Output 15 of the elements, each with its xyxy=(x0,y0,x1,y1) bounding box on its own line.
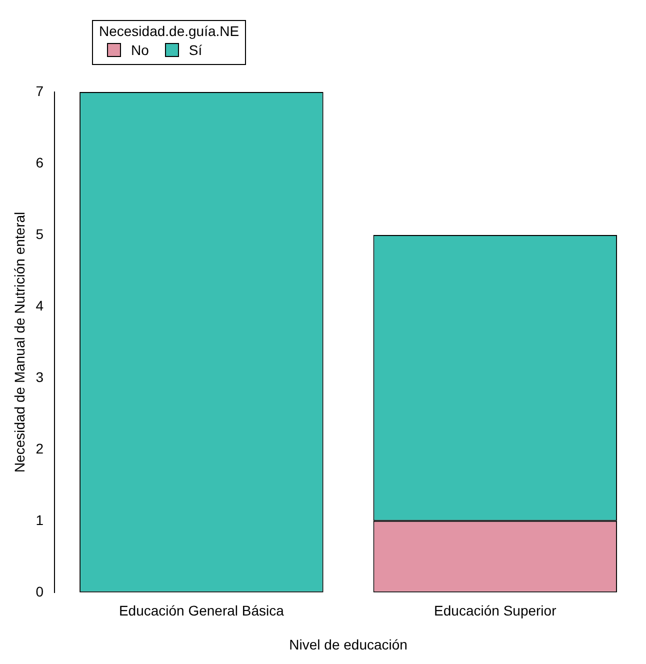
y-tick-label: 5 xyxy=(36,226,44,242)
y-tick-label: 2 xyxy=(36,440,44,456)
x-tick-label: Educación General Básica xyxy=(118,602,284,619)
y-tick-label: 0 xyxy=(36,583,44,600)
legend-label: No xyxy=(131,42,149,58)
y-tick-label: 3 xyxy=(36,368,44,385)
y-tick-label: 4 xyxy=(36,297,44,314)
x-axis-title: Nivel de educación xyxy=(289,636,408,652)
y-axis-title: Necesidad de Manual de Nutrición enteral xyxy=(11,212,28,473)
y-tick-label: 7 xyxy=(36,82,44,99)
x-tick-label: Educación Superior xyxy=(434,602,557,619)
y-tick-label: 1 xyxy=(36,512,44,528)
legend-title: Necesidad.de.guía.NE xyxy=(99,23,240,39)
y-tick-label: 6 xyxy=(36,154,44,170)
text: Sí xyxy=(188,42,202,58)
